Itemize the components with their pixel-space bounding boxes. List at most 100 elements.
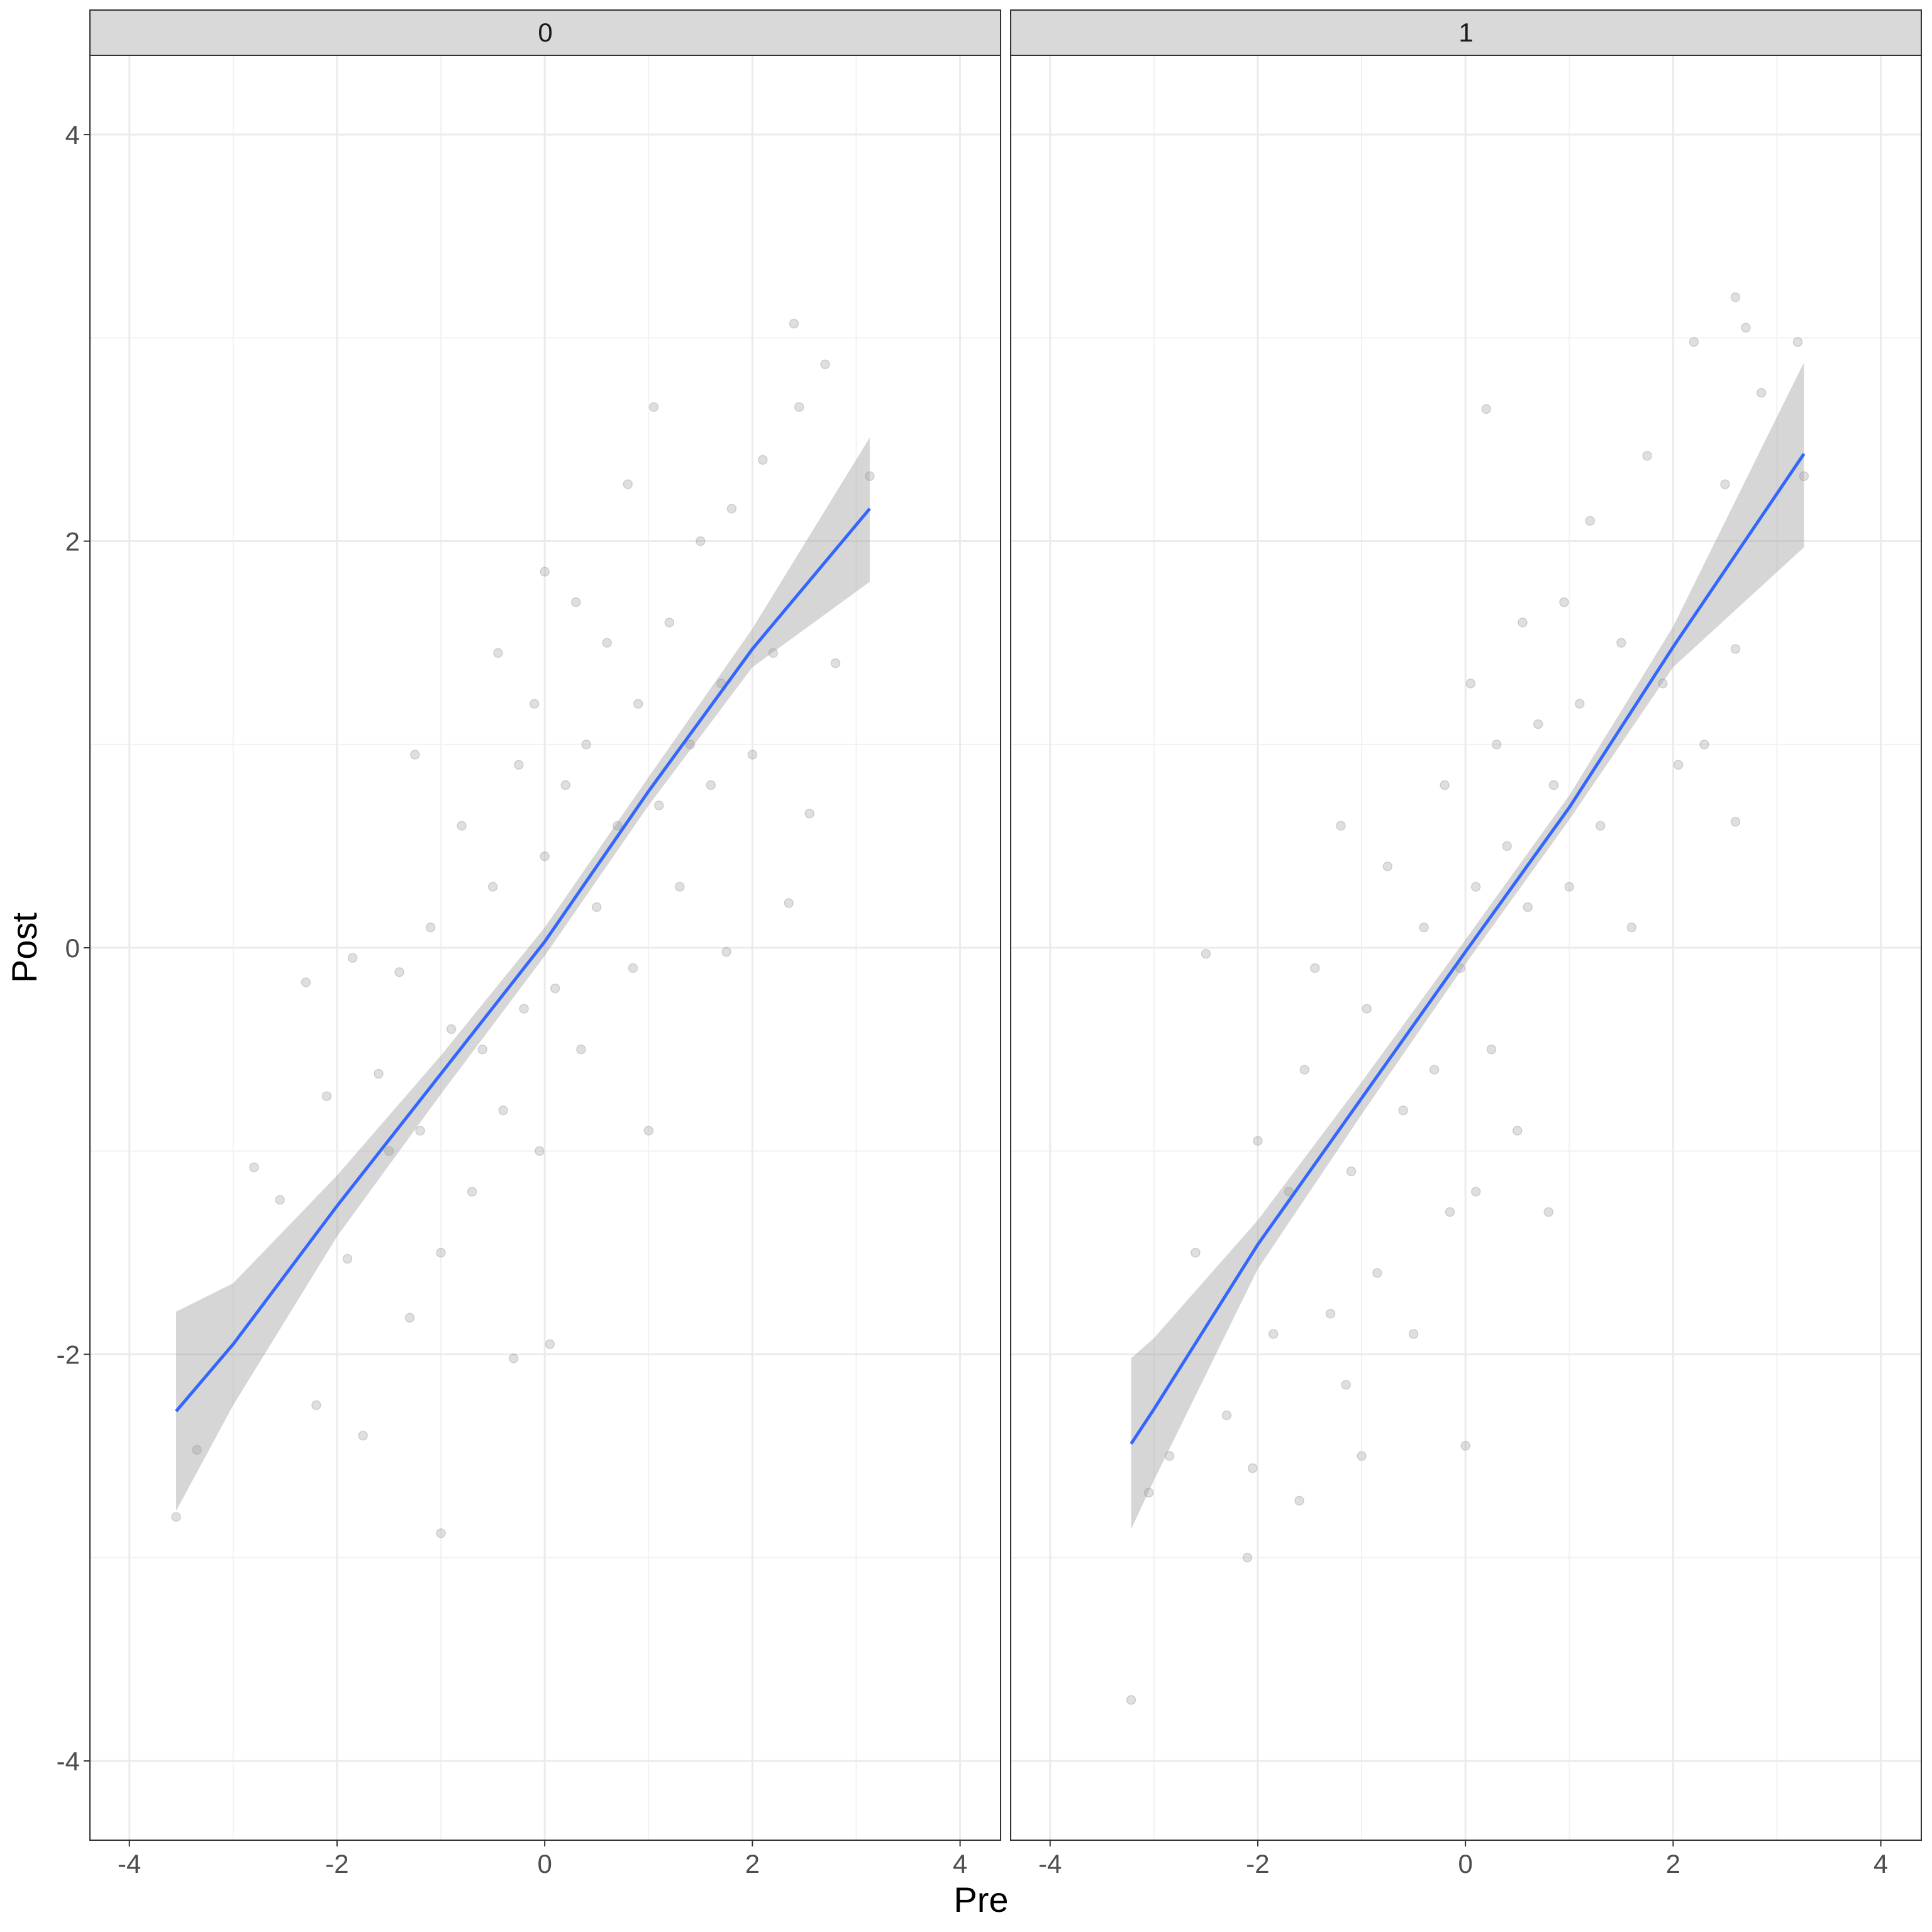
point: [508, 1353, 519, 1363]
point: [758, 455, 768, 465]
point: [1533, 719, 1543, 730]
point: [1481, 404, 1491, 414]
point: [394, 967, 404, 977]
point: [436, 1528, 446, 1538]
point: [602, 638, 612, 648]
point: [1741, 323, 1751, 333]
point: [1626, 922, 1637, 933]
point: [1325, 1309, 1336, 1319]
point: [321, 1091, 332, 1101]
x-tick-label: -2: [1246, 1849, 1269, 1879]
point: [1362, 1004, 1372, 1014]
point: [576, 1044, 586, 1055]
point: [1730, 644, 1741, 654]
point: [560, 780, 570, 791]
point: [1585, 516, 1596, 526]
point: [865, 471, 875, 481]
confidence-band: [176, 437, 870, 1511]
point: [1408, 1329, 1419, 1339]
point: [1310, 963, 1320, 974]
x-tick-label: -2: [325, 1849, 348, 1879]
y-tick-label: 4: [65, 120, 80, 150]
x-tick-label: -4: [118, 1849, 141, 1879]
point: [1673, 760, 1684, 770]
point: [789, 318, 799, 329]
point: [1512, 1126, 1523, 1136]
point: [784, 898, 794, 908]
point: [1730, 816, 1741, 827]
point: [514, 760, 524, 770]
point: [747, 750, 758, 760]
point: [794, 402, 804, 412]
point: [374, 1069, 384, 1079]
point: [425, 922, 436, 933]
point: [1419, 922, 1429, 933]
point: [1191, 1248, 1201, 1258]
point: [706, 780, 716, 791]
x-tick-label: 2: [745, 1849, 760, 1879]
point: [591, 902, 602, 913]
point: [1730, 292, 1741, 303]
point: [1491, 740, 1502, 750]
point: [410, 750, 420, 760]
point: [1720, 479, 1730, 489]
point: [581, 740, 591, 750]
point: [1126, 1695, 1136, 1705]
point: [1658, 679, 1668, 689]
point: [1440, 780, 1450, 791]
point: [1575, 699, 1585, 709]
point: [1341, 1380, 1352, 1390]
point: [192, 1445, 202, 1455]
point: [493, 648, 503, 658]
y-tick-label: -4: [57, 1746, 80, 1776]
x-axis-title: Pre: [953, 1880, 1008, 1919]
point: [1143, 1487, 1154, 1498]
point: [384, 1146, 394, 1156]
point: [358, 1431, 368, 1441]
point: [477, 1044, 487, 1055]
point: [1596, 821, 1606, 831]
point: [347, 953, 358, 963]
point: [467, 1187, 477, 1197]
point: [643, 1126, 654, 1136]
point: [628, 963, 638, 974]
point: [648, 402, 659, 412]
point: [1470, 1187, 1481, 1197]
facet-label: 0: [538, 18, 552, 47]
point: [804, 808, 814, 819]
point: [613, 821, 623, 831]
point: [1382, 861, 1393, 872]
x-tick-label: 0: [1458, 1849, 1472, 1879]
point: [1299, 1065, 1310, 1075]
point: [498, 1105, 508, 1116]
point: [1486, 1044, 1497, 1055]
point: [768, 648, 779, 658]
point: [1455, 963, 1465, 974]
point: [696, 536, 706, 547]
x-tick-label: 4: [953, 1849, 967, 1879]
point: [1543, 1207, 1554, 1217]
facet-strip: [1010, 9, 1922, 56]
point: [726, 504, 737, 514]
point: [1346, 1166, 1357, 1177]
point: [519, 1004, 529, 1014]
point: [1699, 740, 1709, 750]
point: [457, 821, 467, 831]
point: [721, 947, 731, 957]
point: [1502, 841, 1512, 852]
point: [633, 699, 643, 709]
point: [436, 1248, 446, 1258]
y-axis-title: Post: [4, 913, 44, 983]
point: [1792, 337, 1803, 347]
point: [1253, 1136, 1263, 1146]
confidence-band: [1131, 362, 1804, 1530]
point: [654, 800, 664, 811]
point: [415, 1126, 425, 1136]
point: [171, 1512, 181, 1522]
point: [487, 882, 498, 892]
point: [1756, 387, 1767, 398]
facet-strip: [89, 9, 1001, 56]
panel-border: [1010, 55, 1922, 1841]
point: [249, 1162, 259, 1172]
